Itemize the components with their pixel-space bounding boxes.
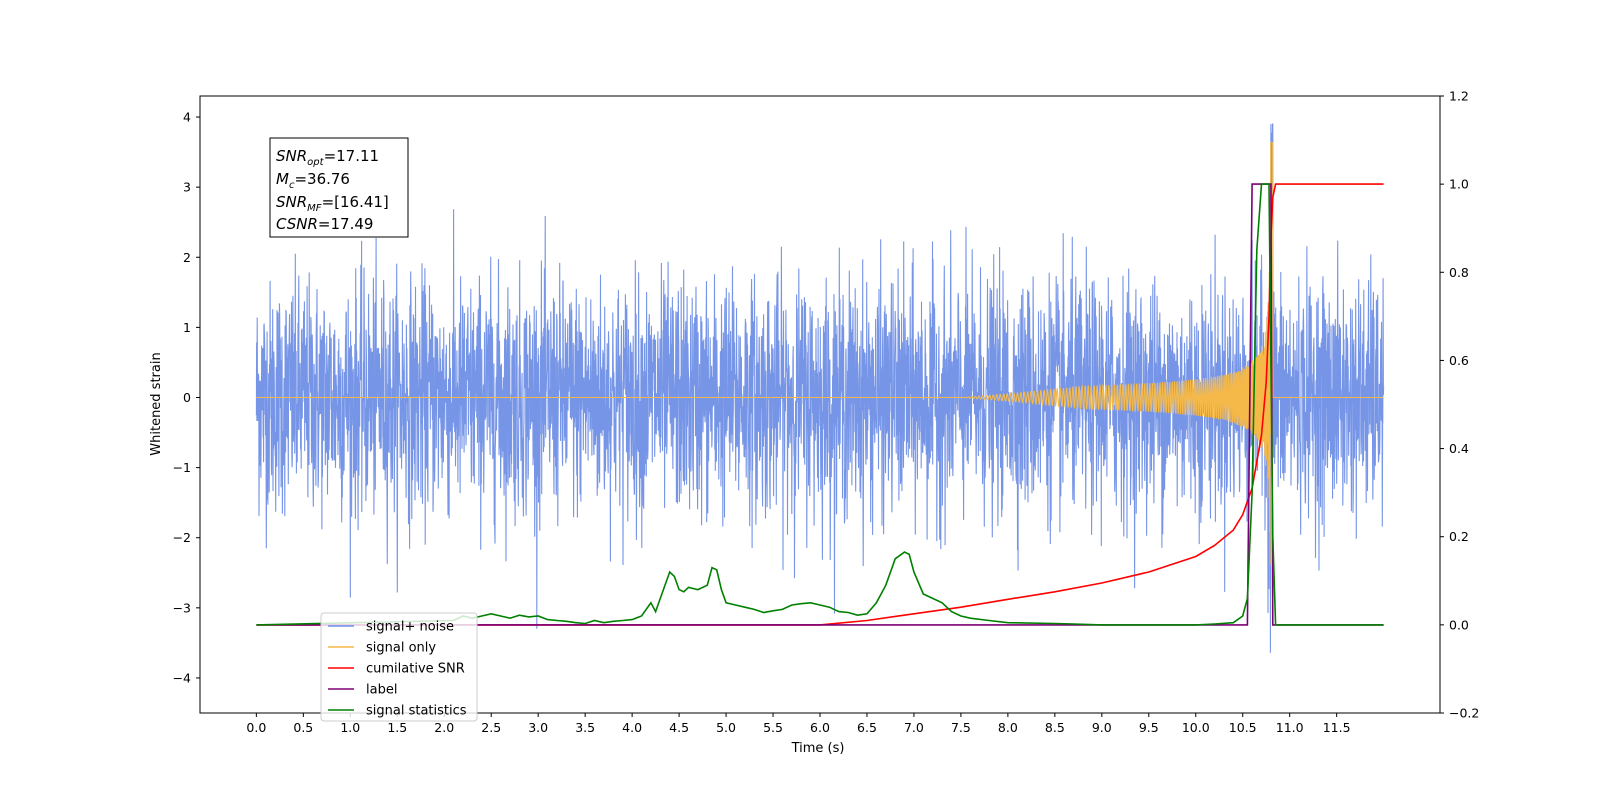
legend-frame [320,612,478,722]
annotation-box: SNRopt=17.11 Mc=36.76 SNRMF=[16.41] CSNR… [269,137,409,238]
x-tick-label: 7.0 [904,720,924,735]
y-tick-label: 4 [183,110,191,125]
series-signal-statistics [256,183,1384,626]
y-tick-label: 1 [183,320,191,335]
legend-item-cumulative-snr-label: cumilative SNR [366,662,465,677]
y2-tick-label: 0.8 [1449,265,1469,280]
x-tick-label: 4.5 [669,720,689,735]
x-axis: 0.0 0.5 1.0 1.5 2.0 2.5 3.0 3.5 4.0 4.5 5.0 5.5 6.0 6… [246,713,1351,735]
y-tick-label: −3 [173,600,191,615]
y-axis-label: Whitened strain [149,352,164,455]
series-signal-only [256,142,1384,565]
signal-statistics-line [256,183,1384,626]
legend-item-label-label: label [366,683,397,698]
x-tick-label: 9.5 [1139,720,1159,735]
annotation-snr-mf: SNRMF=[16.41] [276,193,389,214]
x-tick-label: 8.5 [1045,720,1065,735]
x-tick-label: 2.0 [434,720,454,735]
y-axis-left: 4 3 2 1 0 −1 −2 −3 −4 [173,110,200,685]
x-tick-label: 1.5 [387,720,407,735]
annotation-csnr: CSNR=17.49 [276,215,373,233]
x-tick-label: 9.0 [1092,720,1112,735]
annotation-frame [269,137,409,238]
y2-tick-label: 1.0 [1449,177,1469,192]
plot-area [255,123,1385,653]
x-tick-label: 2.5 [481,720,501,735]
annotation-snr-opt-symbol: SNR [276,147,307,165]
x-tick-label: 5.0 [716,720,736,735]
annotation-snr-mf-value: =[16.41] [322,193,389,211]
y-tick-label: 3 [183,180,191,195]
y2-tick-label: −0.2 [1449,706,1479,721]
annotation-mc-subscript: c [289,180,295,191]
legend-item-signal-statistics-label: signal statistics [366,704,467,719]
annotation-snr-opt: SNRopt=17.11 [276,147,379,168]
y-axis-right: 1.2 1.0 0.8 0.6 0.4 0.2 0.0 −0.2 [1440,89,1479,721]
y-tick-label: 0 [183,390,191,405]
y2-tick-label: 1.2 [1449,89,1469,104]
annotation-mc-value: =36.76 [294,170,350,188]
legend-item-signal-noise-label: signal+ noise [366,620,454,635]
x-tick-label: 10.0 [1182,720,1210,735]
x-tick-label: 11.5 [1323,720,1351,735]
x-tick-label: 11.0 [1276,720,1304,735]
y-tick-label: −4 [173,670,191,685]
x-axis-label: Time (s) [791,741,845,756]
x-tick-label: 0.0 [246,720,266,735]
annotation-snr-mf-subscript: MF [307,203,322,214]
y2-tick-label: 0.0 [1449,617,1469,632]
x-tick-label: 3.0 [528,720,548,735]
y2-tick-label: 0.6 [1449,353,1469,368]
x-tick-label: 0.5 [293,720,313,735]
y2-tick-label: 0.2 [1449,529,1469,544]
x-tick-label: 6.5 [857,720,877,735]
legend-items: signal+ noise signal only cumilative SNR la… [328,620,467,719]
x-tick-label: 7.5 [951,720,971,735]
annotation-mc-symbol: M [276,170,289,188]
x-tick-label: 3.5 [575,720,595,735]
x-tick-label: 6.0 [810,720,830,735]
y-tick-label: 2 [183,250,191,265]
x-tick-label: 10.5 [1229,720,1257,735]
x-tick-label: 4.0 [622,720,642,735]
annotation-snr-opt-value: =17.11 [324,147,380,165]
legend-item-signal-only-label: signal only [366,641,436,656]
annotation-snr-opt-subscript: opt [307,157,324,168]
y-tick-label: −1 [173,460,191,475]
legend: signal+ noise signal only cumilative SNR la… [320,612,478,722]
annotation-csnr-symbol: CSNR [276,215,318,233]
signal-only-line [256,142,1384,565]
y2-tick-label: 0.4 [1449,441,1469,456]
annotation-snr-mf-symbol: SNR [276,193,307,211]
annotation-csnr-value: =17.49 [318,215,374,233]
y-tick-label: −2 [173,530,191,545]
x-tick-label: 1.0 [340,720,360,735]
x-tick-label: 8.0 [998,720,1018,735]
x-tick-label: 5.5 [763,720,783,735]
annotation-chirp-mass: Mc=36.76 [276,170,350,191]
